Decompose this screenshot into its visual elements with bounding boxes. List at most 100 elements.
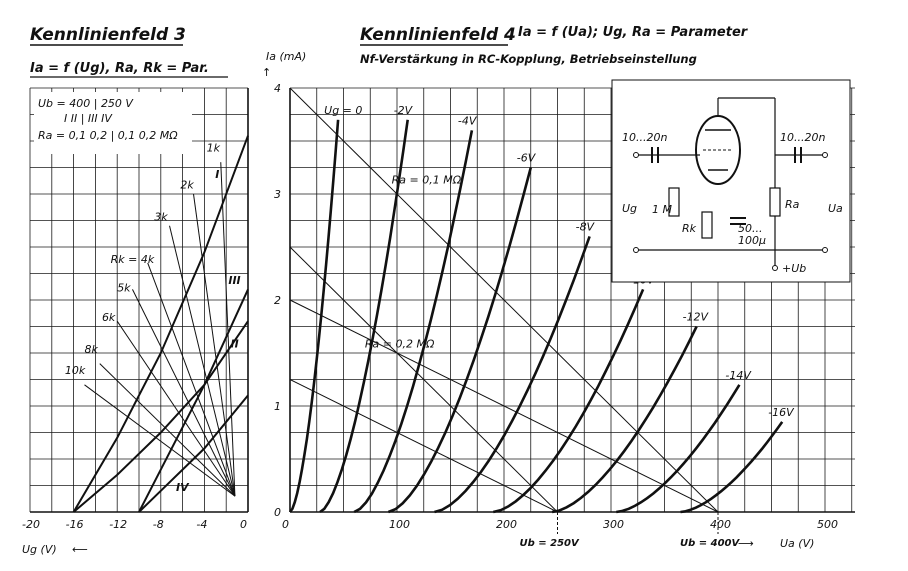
chart3-rk-label: 2k xyxy=(180,179,194,192)
svg-text:⟶: ⟶ xyxy=(738,537,754,550)
chart4-ug-label: -2V xyxy=(394,104,414,117)
chart3-x-tick: -20 xyxy=(22,518,40,531)
chart3-x-tick: -12 xyxy=(109,518,127,531)
chart4-ug-curve xyxy=(680,421,784,514)
chart4-subtitle: Ia = f (Ua); Ug, Ra = Parameter xyxy=(518,25,749,40)
chart4-ub-label: Ub = 400V xyxy=(680,538,740,549)
chart-kennlinienfeld-3: Kennlinienfeld 3 Ia = f (Ug), Ra, Rk = P… xyxy=(22,25,249,556)
chart3-series-label: I xyxy=(215,168,219,181)
chart3-rk-line xyxy=(147,262,236,497)
chart3-series-label: IV xyxy=(176,481,190,494)
chart4-load-line xyxy=(289,246,558,513)
inset-ck2: 100µ xyxy=(738,234,766,247)
chart4-ug-curve xyxy=(616,384,741,514)
chart4-ug-curve xyxy=(492,288,645,514)
chart3-x-tick: -8 xyxy=(153,518,164,531)
chart3-rk-label: Rk = 4k xyxy=(111,253,155,266)
chart3-ticks: -20 -16 -12 -8 -4 0 xyxy=(22,518,247,531)
chart3-subtitle: Ia = f (Ug), Ra, Rk = Par. xyxy=(30,61,209,76)
svg-text:↑: ↑ xyxy=(262,66,271,79)
inset-rk: Rk xyxy=(682,222,697,235)
chart4-load-lines: Ra = 0,1 MΩ Ra = 0,2 MΩ xyxy=(289,87,719,513)
chart3-rk-line xyxy=(193,193,236,497)
chart4-ug-label: -4V xyxy=(458,114,478,127)
chart4-y-tick: 1 xyxy=(274,400,281,413)
chart4-x-tick: 200 xyxy=(496,518,517,531)
chart3-rk-line xyxy=(132,289,236,497)
chart3-rk-line xyxy=(169,225,236,497)
chart3-param-row1: Ub = 400 | 250 V xyxy=(38,97,134,110)
chart3-rk-line xyxy=(220,162,236,497)
chart3-series-line xyxy=(72,135,249,513)
chart4-x-tick: 300 xyxy=(603,518,624,531)
chart4-y-tick: 0 xyxy=(274,506,281,519)
chart4-ug-label: -16V xyxy=(768,406,795,419)
chart3-rk-lines: 1k 2k 3k Rk = 4k 5k 6k 8k 10k xyxy=(65,142,236,497)
inset-rg: 1 M xyxy=(652,203,672,216)
chart3-rk-line xyxy=(99,363,236,497)
chart4-ub-label: Ub = 250V xyxy=(520,538,580,549)
chart4-ug-label: -12V xyxy=(683,311,710,324)
chart3-rk-label: 8k xyxy=(85,343,99,356)
chart3-param-row2: I II | III IV xyxy=(64,112,113,125)
chart4-y-tick: 4 xyxy=(274,82,281,95)
chart4-ug-curve xyxy=(434,235,591,514)
chart3-x-tick: 0 xyxy=(240,518,247,531)
inset-c-in: 10...20n xyxy=(622,131,667,144)
chart4-ug-curve xyxy=(387,167,533,514)
chart4-x-tick: 500 xyxy=(817,518,838,531)
inset-ck: 50... xyxy=(738,222,763,235)
chart4-y-tick: 3 xyxy=(274,188,281,201)
chart4-ug-label: -14V xyxy=(725,369,752,382)
chart4-ylabel: Ia (mA) xyxy=(266,50,306,63)
chart3-rk-label: 6k xyxy=(102,311,116,324)
chart4-ug-curve xyxy=(551,325,698,514)
chart4-load-line-label: Ra = 0,2 MΩ xyxy=(365,338,435,351)
chart4-y-tick: 2 xyxy=(274,294,281,307)
chart3-rk-line xyxy=(84,384,236,497)
chart4-x-tick: 400 xyxy=(710,518,731,531)
chart3-series-line xyxy=(138,288,249,513)
chart4-load-line xyxy=(289,299,719,513)
chart-kennlinienfeld-4: Kennlinienfeld 4 Ia = f (Ua); Ug, Ra = P… xyxy=(262,25,855,550)
inset-ua: Ua xyxy=(828,202,843,215)
chart4-title: Kennlinienfeld 4 xyxy=(360,25,516,45)
inset-c-out: 10...20n xyxy=(780,131,825,144)
chart4-ug-label: -6V xyxy=(517,152,537,165)
chart3-rk-line xyxy=(116,320,236,497)
chart3-series-line xyxy=(138,394,249,513)
circuit-schematic: 10...20n 10...20n 1 M Rk 50... 100µ Ra U… xyxy=(611,79,851,283)
chart4-load-line-label: Ra = 0,1 MΩ xyxy=(392,173,462,186)
chart4-subtitle2: Nf-Verstärkung in RC-Kopplung, Betriebse… xyxy=(360,52,697,66)
chart3-x-tick: -4 xyxy=(196,518,207,531)
chart4-ug-curve xyxy=(353,130,474,514)
chart4-load-line xyxy=(289,87,719,513)
chart3-series-label: II xyxy=(231,338,239,351)
inset-ug: Ug xyxy=(622,202,637,215)
chart3-title: Kennlinienfeld 3 xyxy=(30,25,186,45)
chart4-load-line xyxy=(289,379,558,513)
inset-ub: +Ub xyxy=(782,262,806,275)
chart4-ug-curve xyxy=(288,119,340,513)
chart4-ticks: 0 100 200 300 400 500 0 1 2 3 4 Ub = 250V Ub = 400V xyxy=(274,82,838,549)
chart4-ug-curve xyxy=(319,119,409,514)
chart4-x-tick: 0 xyxy=(282,518,289,531)
chart3-x-tick: -16 xyxy=(66,518,84,531)
chart4-x-tick: 100 xyxy=(389,518,410,531)
chart3-xlabel: Ug (V) xyxy=(22,543,57,556)
chart3-rk-label: 3k xyxy=(154,211,168,224)
chart3-param-row3: Ra = 0,1 0,2 | 0,1 0,2 MΩ xyxy=(38,129,178,142)
chart3-rk-label: 5k xyxy=(117,282,131,295)
chart3-series-line xyxy=(72,320,249,513)
chart3-series-label: III xyxy=(228,274,240,287)
inset-ra: Ra xyxy=(785,198,800,211)
chart3-rk-label: 10k xyxy=(65,364,86,377)
chart4-xlabel: Ua (V) xyxy=(780,537,814,550)
svg-text:⟵: ⟵ xyxy=(72,543,88,556)
chart4-ug-label: -8V xyxy=(576,220,596,233)
chart4-series: Ug = 0-2V-4V-6V-8V-10V-12V-14V-16V xyxy=(288,104,795,514)
chart3-rk-label: 1k xyxy=(207,142,221,155)
chart4-ug-label: Ug = 0 xyxy=(324,104,362,117)
